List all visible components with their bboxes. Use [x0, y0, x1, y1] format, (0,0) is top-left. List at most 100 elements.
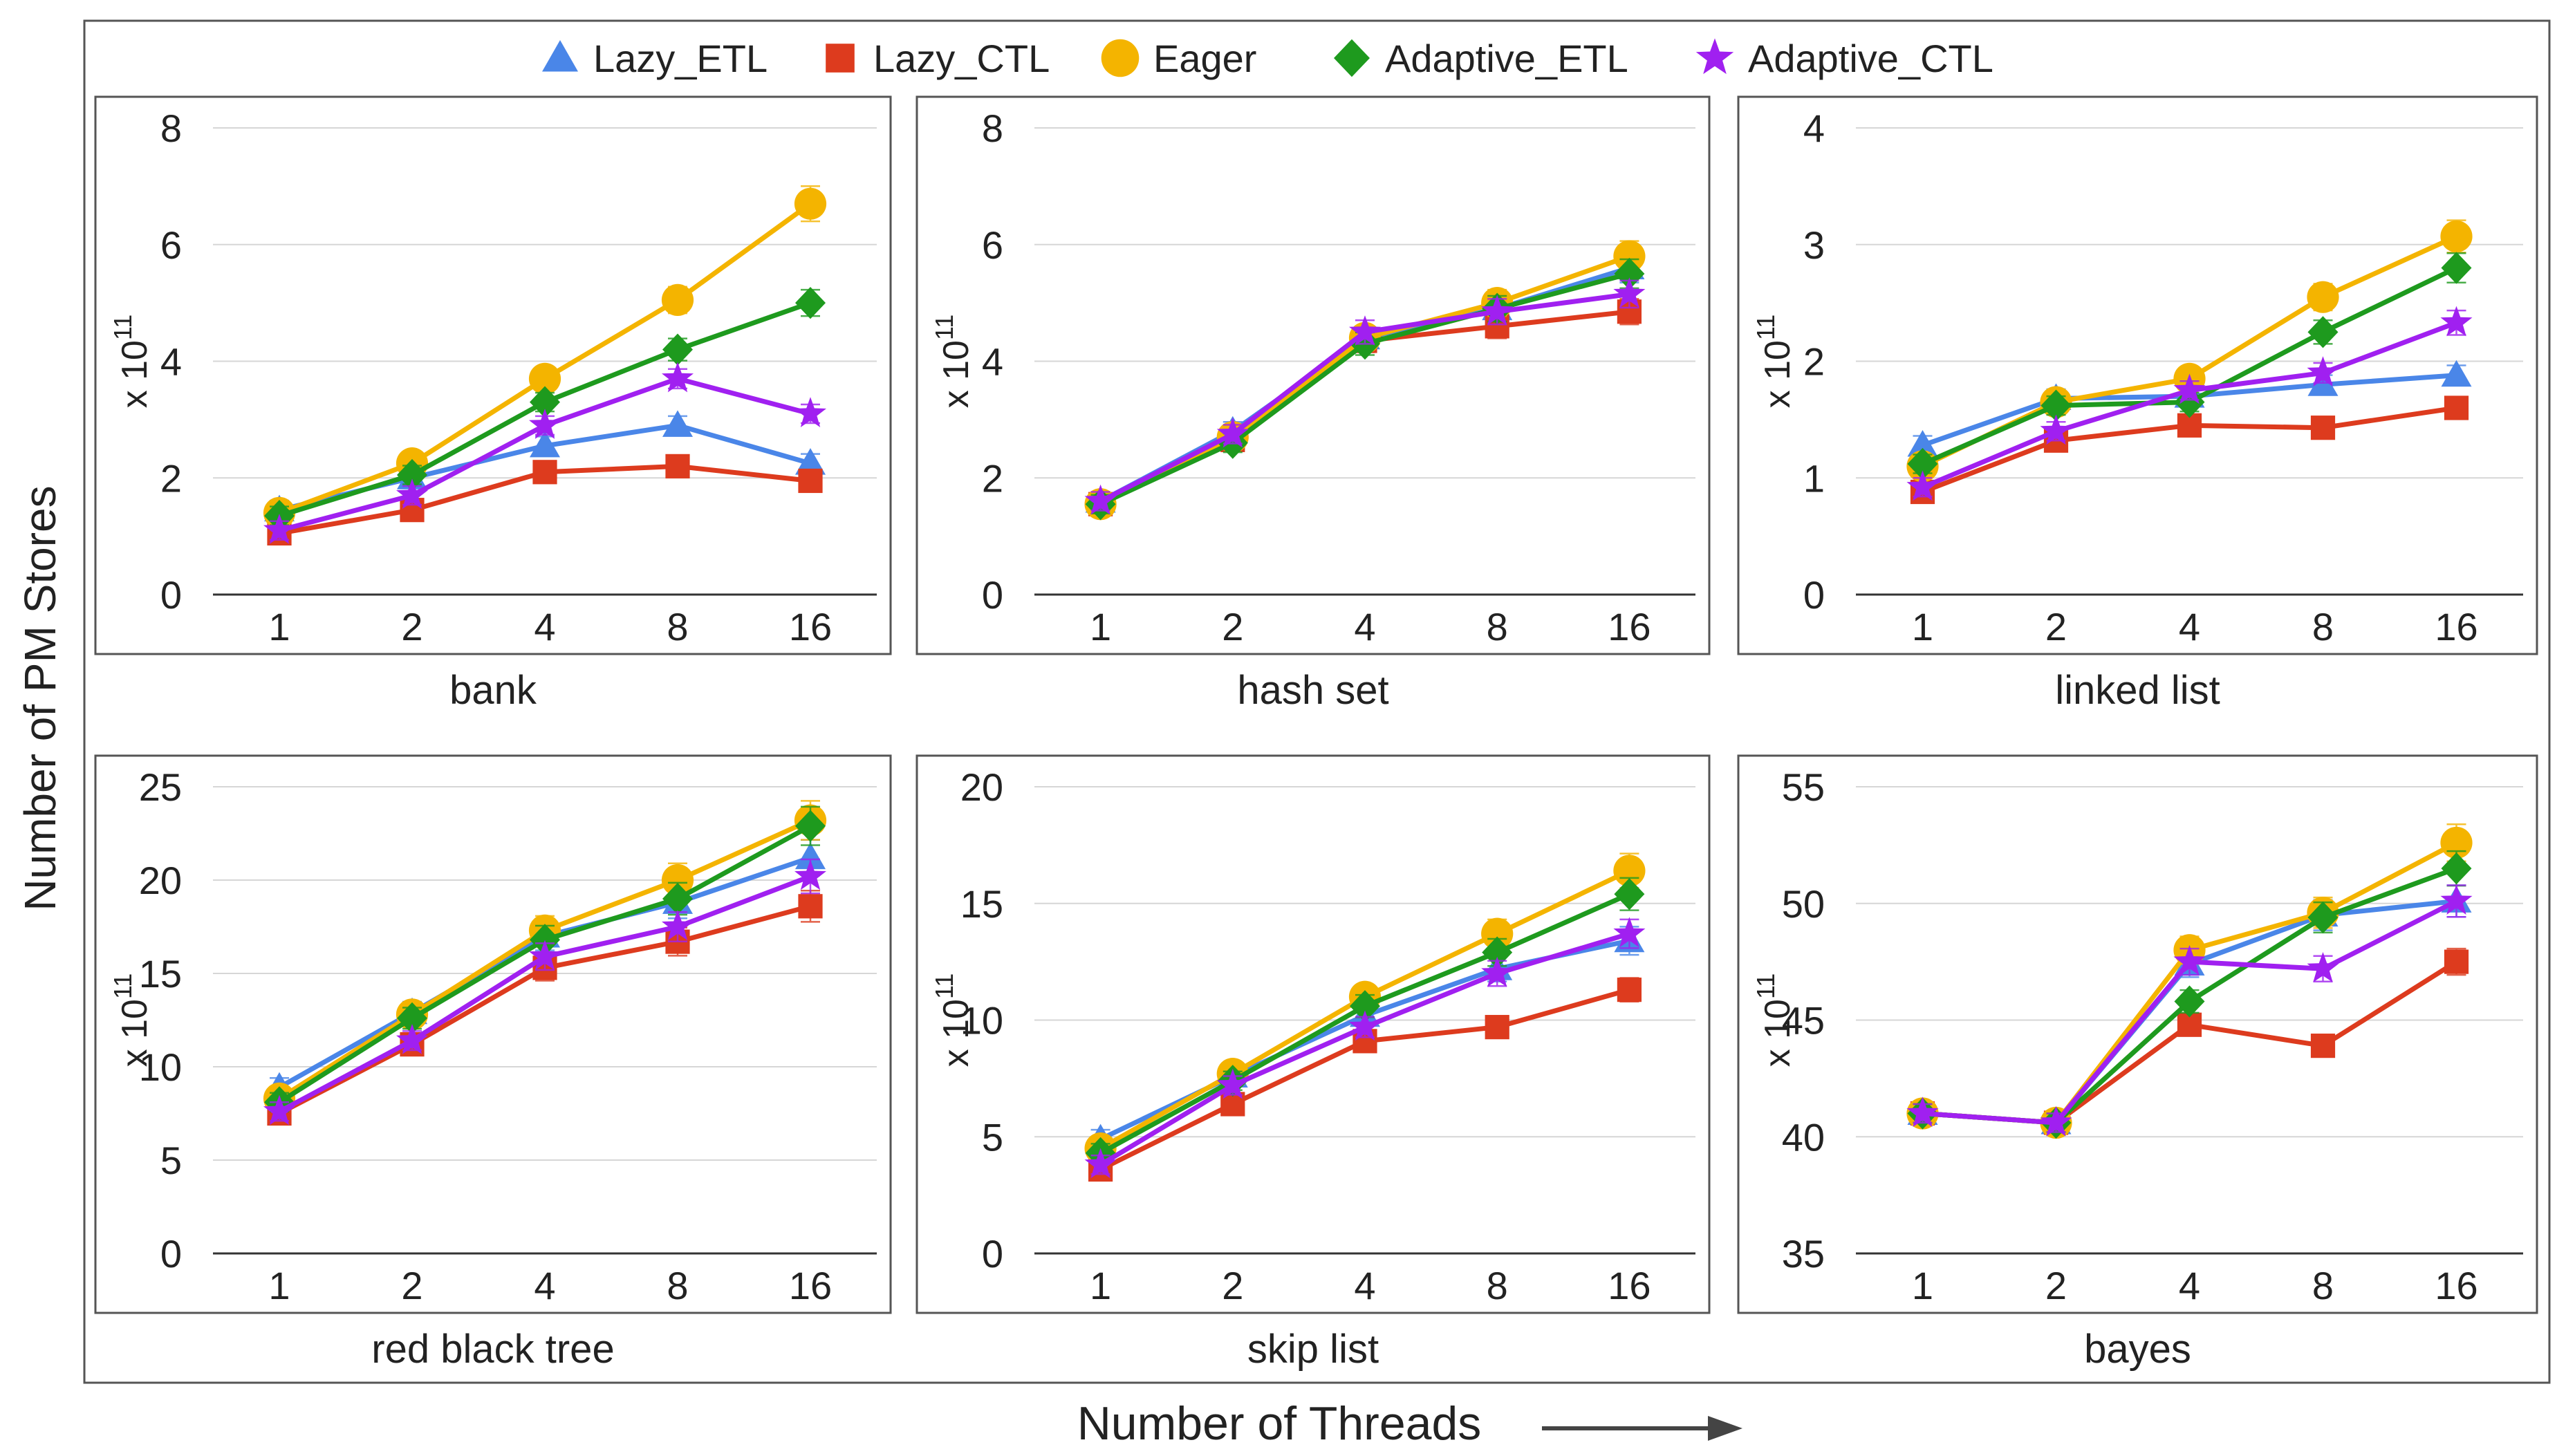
series-line [278, 874, 812, 1114]
legend-label: Adaptive_CTL [1748, 37, 1993, 80]
y-scale-text: x 1011 [109, 973, 155, 1067]
data-point [1906, 1096, 1939, 1128]
x-tick-label: 4 [2179, 605, 2200, 648]
x-tick-label: 16 [789, 605, 832, 648]
x-tick-label: 16 [789, 1264, 832, 1307]
data-point [1481, 956, 1514, 987]
circle-marker-icon [1101, 39, 1140, 77]
data-point [662, 882, 693, 915]
series-adaptive_etl [1907, 850, 2472, 1139]
y-tick-label: 2 [1803, 340, 1825, 384]
data-point [1613, 277, 1646, 308]
panel-linked-list: 0 1 2 3 4 1 2 4 8 16 x 1011 linked list [1737, 95, 2538, 713]
y-scale-label: x 1011 [1751, 973, 1798, 1067]
data-point [2307, 952, 2339, 982]
data-point [1907, 447, 1938, 480]
data-point [1906, 470, 1939, 501]
x-tick-label: 8 [2312, 605, 2334, 648]
y-scale-label: x 1011 [1751, 315, 1798, 409]
panel-hash-set: 0 2 4 6 8 1 2 4 8 16 x 1011 hash set [915, 95, 1711, 713]
data-point [1614, 878, 1645, 911]
y-tick-label: 3 [1803, 223, 1825, 267]
y-tick-label: 40 [1782, 1115, 1825, 1159]
x-tick-label: 2 [1222, 1264, 1243, 1307]
y-tick-label: 50 [1782, 882, 1825, 926]
y-tick-label: 8 [982, 106, 1003, 150]
x-tick-label: 8 [1487, 605, 1508, 648]
data-point [1350, 990, 1380, 1023]
data-point [795, 287, 826, 319]
x-tick-label: 4 [1354, 605, 1375, 648]
x-tick-label: 1 [1090, 605, 1111, 648]
panel-frame [94, 754, 892, 1314]
panel-red-black-tree: 0 5 10 15 20 25 1 2 4 8 16 x 1011 red black tree [94, 754, 892, 1372]
star-marker-icon [1695, 38, 1734, 75]
data-point [529, 940, 561, 971]
series-adaptive_ctl [263, 362, 826, 544]
panel-title: skip list [1247, 1327, 1379, 1372]
data-point [2040, 1105, 2072, 1137]
series-line [1099, 271, 1630, 507]
data-point [665, 454, 690, 478]
data-point [532, 460, 557, 485]
data-point [1216, 417, 1249, 448]
legend-item-eager: Eager [1101, 37, 1256, 80]
data-point [530, 924, 560, 956]
x-tick-label: 16 [2435, 605, 2477, 648]
data-point [2310, 1034, 2336, 1058]
x-tick-label: 4 [2179, 1264, 2200, 1307]
y-tick-label: 4 [1803, 106, 1825, 150]
x-tick-label: 4 [534, 1264, 555, 1307]
data-point [795, 810, 826, 842]
y-scale-text: x 1011 [930, 315, 976, 409]
data-point [798, 894, 823, 919]
y-scale-text: x 1011 [930, 973, 976, 1067]
y-scale-label: x 1011 [109, 973, 155, 1067]
y-tick-label: 35 [1782, 1232, 1825, 1276]
panel-frame [915, 754, 1711, 1314]
data-point [662, 333, 693, 366]
data-point [530, 430, 560, 458]
data-point [794, 397, 826, 427]
panel-frame [915, 95, 1711, 655]
panels: 0 2 4 6 8 1 2 4 8 16 x 1011 bank 0 2 4 6 8 1 2 4 8 16 x 1011 ha… [94, 95, 2538, 1372]
data-point [529, 409, 561, 439]
x-tick-label: 1 [1912, 1264, 1933, 1307]
figure-frame [83, 19, 2551, 1384]
series-adaptive_ctl [1084, 277, 1646, 515]
data-point [1617, 978, 1642, 1002]
data-point [2040, 389, 2072, 422]
y-tick-label: 25 [139, 765, 182, 809]
series-adaptive_ctl [1084, 917, 1646, 1179]
legend-item-adaptive_ctl: Adaptive_CTL [1695, 37, 1993, 80]
y-tick-label: 20 [139, 859, 182, 902]
series-adaptive_ctl [1906, 884, 2473, 1137]
data-point [1485, 1015, 1509, 1040]
data-point [2310, 416, 2336, 440]
data-point [1349, 315, 1381, 346]
y-scale-label: x 1011 [930, 315, 976, 409]
y-tick-label: 45 [1782, 999, 1825, 1043]
data-point [1481, 917, 1514, 950]
panel-frame [1737, 754, 2538, 1314]
x-tick-label: 8 [667, 605, 688, 648]
data-point [2441, 360, 2472, 387]
diamond-marker-icon [1334, 39, 1370, 77]
panel-frame [94, 95, 892, 655]
data-point [2307, 901, 2339, 934]
y-tick-label: 20 [960, 765, 1003, 809]
panel-title: bayes [2084, 1327, 2191, 1372]
x-tick-label: 8 [2312, 1264, 2334, 1307]
series-adaptive_etl [1085, 257, 1645, 521]
x-tick-label: 2 [401, 1264, 422, 1307]
data-point [2307, 281, 2339, 313]
data-point [263, 1094, 295, 1126]
y-tick-label: 1 [1803, 456, 1825, 500]
y-tick-label: 10 [960, 999, 1003, 1043]
series-eager [1906, 823, 2473, 1139]
legend-label: Lazy_ETL [593, 37, 768, 80]
y-tick-label: 15 [960, 882, 1003, 926]
x-tick-label: 1 [268, 605, 290, 648]
y-tick-label: 6 [982, 223, 1003, 267]
